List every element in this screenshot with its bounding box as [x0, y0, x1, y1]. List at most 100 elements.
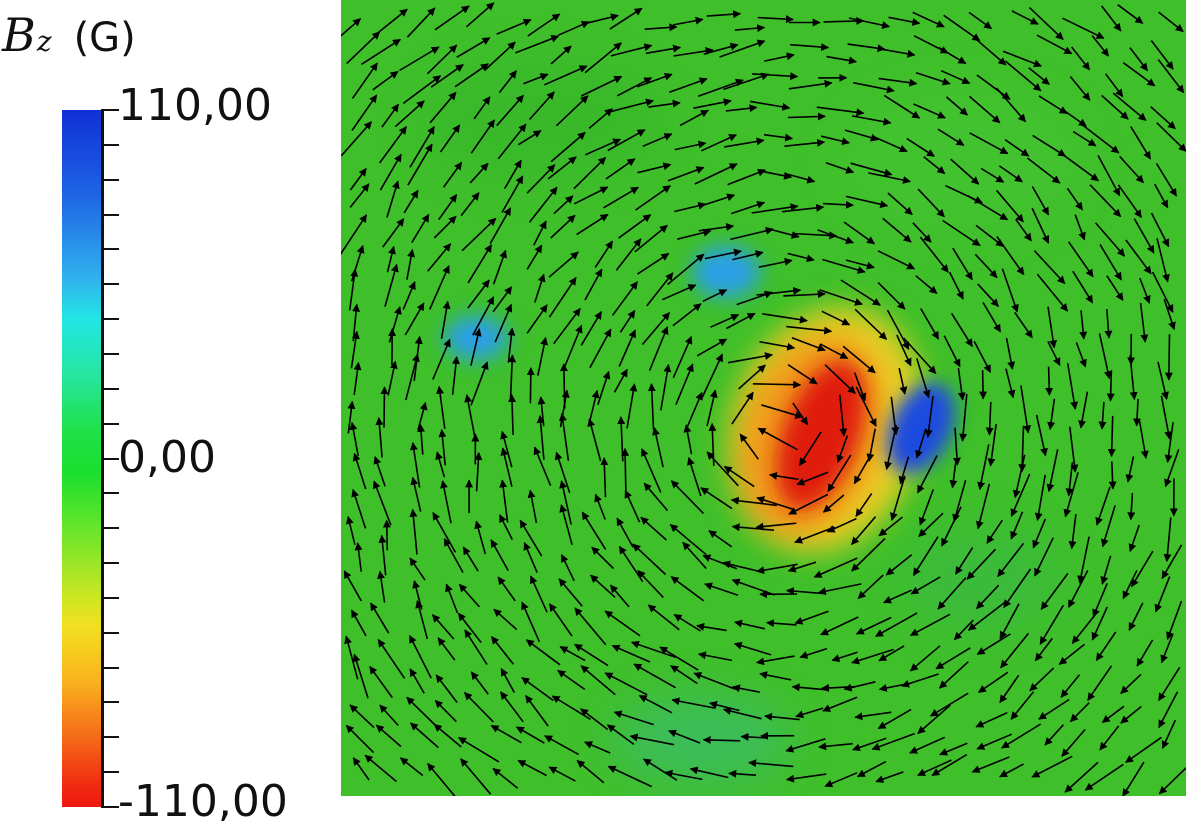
- field-vector-arrow: [750, 100, 791, 111]
- field-vector-arrow: [1139, 277, 1151, 304]
- field-vector-arrow: [910, 576, 941, 595]
- field-vector-arrow: [351, 62, 378, 99]
- field-vector-arrow: [1153, 183, 1169, 209]
- field-vector-arrow: [1072, 270, 1094, 304]
- field-vector-arrow: [607, 129, 646, 152]
- field-vector-arrow: [999, 763, 1024, 778]
- field-vector-arrow: [915, 72, 951, 86]
- field-vector-arrow: [1034, 637, 1053, 662]
- field-vector-arrow: [682, 541, 707, 570]
- field-vector-arrow: [929, 692, 969, 717]
- field-vector-arrow: [1011, 10, 1039, 25]
- field-vector-arrow: [763, 133, 794, 142]
- field-vector-arrow: [901, 673, 939, 688]
- field-vector-arrow: [725, 104, 758, 113]
- field-vector-arrow: [969, 132, 1009, 155]
- field-vector-arrow: [766, 227, 800, 239]
- field-vectors: [341, 2, 1186, 796]
- field-vector-arrow: [438, 193, 458, 221]
- field-vector-arrow: [821, 135, 850, 146]
- field-vector-arrow: [795, 707, 824, 719]
- field-vector-arrow: [1127, 492, 1136, 521]
- field-vector-arrow: [917, 759, 952, 777]
- field-vector-arrow: [1004, 60, 1042, 92]
- field-vector-arrow: [429, 91, 457, 124]
- field-vector-arrow: [1033, 250, 1066, 285]
- field-vector-arrow: [574, 643, 609, 667]
- field-vector-arrow: [1064, 761, 1099, 793]
- field-vector-arrow: [609, 7, 643, 30]
- field-vector-arrow: [890, 475, 906, 521]
- field-vector-arrow: [667, 166, 705, 182]
- field-vector-arrow: [670, 480, 705, 515]
- field-vector-arrow: [909, 613, 951, 637]
- field-vector-arrow: [787, 364, 818, 385]
- field-vector-arrow: [1104, 73, 1124, 98]
- field-vector-arrow: [638, 694, 673, 714]
- field-vector-arrow: [903, 337, 937, 375]
- field-vector-arrow: [916, 455, 938, 494]
- field-vector-arrow: [378, 126, 407, 164]
- field-vector-arrow: [594, 240, 614, 268]
- field-vector-arrow: [492, 767, 519, 789]
- field-vector-arrow: [1129, 355, 1138, 401]
- field-vector-arrow: [438, 429, 447, 466]
- field-vector-arrow: [923, 156, 946, 175]
- field-vector-arrow: [1001, 268, 1019, 313]
- field-vector-arrow: [427, 243, 452, 272]
- field-vector-arrow: [611, 644, 651, 663]
- field-vector-arrow: [624, 489, 641, 523]
- field-vector-arrow: [496, 94, 525, 127]
- field-vector-arrow: [1158, 11, 1184, 33]
- field-vector-arrow: [887, 192, 913, 216]
- colorbar-mid-label: 0,00: [118, 432, 216, 483]
- field-vector-arrow: [758, 257, 793, 268]
- field-vector-arrow: [788, 493, 829, 515]
- field-vector-arrow: [560, 553, 575, 582]
- field-vector-arrow: [734, 24, 766, 33]
- field-vector-arrow: [1101, 705, 1125, 724]
- field-vector-arrow: [1062, 17, 1105, 40]
- field-vector-arrow: [1098, 401, 1107, 430]
- field-vector-arrow: [918, 512, 944, 538]
- field-vector-arrow: [1157, 59, 1185, 94]
- field-vector-arrow: [851, 648, 894, 665]
- field-vector-arrow: [611, 281, 638, 316]
- field-vector-arrow: [1036, 273, 1069, 312]
- field-vector-arrow: [826, 517, 857, 533]
- field-vector-arrow: [687, 456, 702, 497]
- field-vector-arrow: [550, 45, 572, 65]
- field-vector-arrow: [1069, 426, 1079, 473]
- field-vector-arrow: [967, 600, 1007, 631]
- field-vector-arrow: [380, 386, 389, 428]
- field-vector-arrow: [886, 309, 910, 351]
- field-vector-arrow: [465, 2, 495, 28]
- field-vector-arrow: [1028, 67, 1050, 86]
- field-vector-arrow: [937, 577, 967, 610]
- field-vector-arrow: [353, 361, 362, 396]
- field-vector-arrow: [706, 10, 742, 19]
- field-vector-arrow: [866, 428, 876, 462]
- field-vector-arrow: [719, 39, 766, 58]
- field-vector-arrow: [644, 23, 678, 32]
- field-vector-arrow: [470, 119, 496, 154]
- field-vector-arrow: [641, 311, 671, 346]
- field-vector-arrow: [722, 707, 762, 720]
- field-vector-arrow: [919, 236, 949, 273]
- field-vector-arrow: [618, 214, 652, 239]
- field-vector-arrow: [636, 72, 673, 88]
- positive-feature-left: [444, 316, 508, 360]
- field-vector-arrow: [823, 200, 854, 209]
- field-vector-arrow: [1106, 370, 1115, 402]
- field-vector-arrow: [1129, 47, 1149, 72]
- field-vector-arrow: [528, 91, 555, 121]
- field-vector-arrow: [882, 217, 912, 243]
- field-vector-arrow: [1047, 341, 1061, 367]
- field-vector-arrow: [1058, 643, 1086, 666]
- field-vector-arrow: [906, 137, 935, 157]
- field-vector-arrow: [845, 195, 889, 209]
- field-vector-arrow: [451, 356, 460, 395]
- field-vector-arrow: [508, 394, 517, 436]
- field-vector-arrow: [589, 389, 600, 421]
- field-vector-arrow: [738, 364, 766, 390]
